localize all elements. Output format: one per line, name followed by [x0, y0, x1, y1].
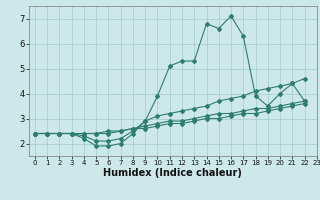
X-axis label: Humidex (Indice chaleur): Humidex (Indice chaleur) [103, 168, 242, 178]
